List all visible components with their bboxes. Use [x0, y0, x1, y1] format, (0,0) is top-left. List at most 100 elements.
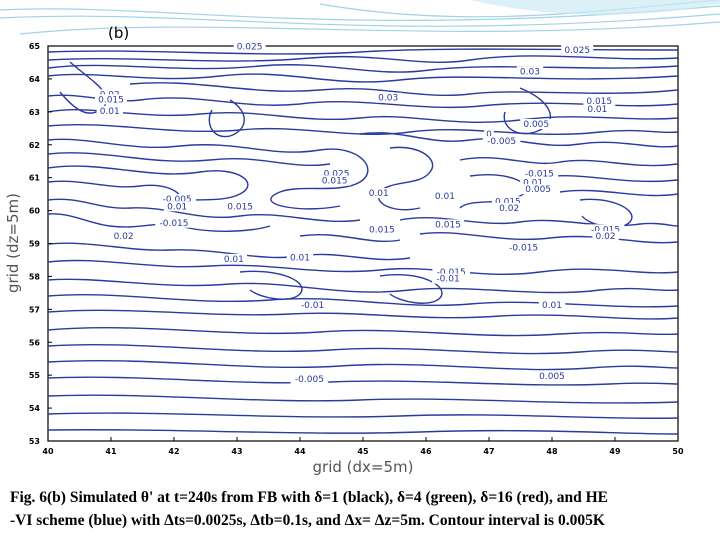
contour-value-label: 0.015 [322, 177, 348, 187]
x-tick-label: 42 [168, 447, 179, 456]
contour-line [48, 198, 361, 223]
x-tick-label: 48 [546, 447, 558, 456]
contour-line [48, 73, 678, 83]
contour-value-label: -0.01 [301, 301, 324, 311]
contour-label-bg [495, 202, 523, 213]
contour-value-label: 0 [486, 130, 492, 140]
contour-value-label: 0.03 [520, 67, 540, 77]
contour-label-bg [365, 224, 398, 235]
y-tick-label: 65 [29, 42, 41, 51]
contour-value-label: 0.01 [542, 301, 562, 311]
y-tick-label: 57 [29, 305, 40, 314]
x-tick-label: 45 [357, 447, 369, 456]
contour-value-label: 0.01 [587, 105, 607, 115]
decor-wave [470, 0, 720, 15]
contour-value-label: 0.01 [100, 107, 120, 117]
contour-value-label: 0.005 [539, 372, 565, 382]
contour-line [48, 109, 678, 123]
contour-label-bg [538, 300, 566, 311]
contour-line [48, 359, 678, 371]
contour-line [48, 152, 331, 167]
contour-value-label: -0.015 [525, 169, 554, 179]
contour-label-bg [158, 194, 196, 205]
contour-value-label: 0.03 [378, 94, 398, 104]
contour-label-bg [318, 175, 351, 186]
contour-line [377, 146, 434, 211]
contour-label-bg [586, 224, 625, 235]
decor-swoosh [0, 5, 720, 21]
contour-line [48, 327, 678, 337]
contour-line [48, 138, 369, 210]
contour-line [48, 309, 678, 320]
x-tick-label: 50 [672, 447, 684, 456]
y-tick-label: 62 [29, 141, 40, 150]
contour-label-bg [431, 190, 459, 201]
caption-line-2: -VI scheme (blue) with Δts=0.0025s, Δtb=… [10, 512, 605, 529]
contour-line [48, 394, 678, 404]
contour-value-label: 0.025 [564, 46, 590, 56]
contour-label-bg [95, 94, 127, 105]
contour-value-label: 0.015 [98, 95, 124, 105]
y-tick-label: 61 [29, 174, 41, 183]
contour-label-bg [519, 177, 547, 188]
contour-line [459, 174, 528, 209]
contour-label-bg [290, 374, 329, 385]
y-axis-label: grid (dz=5m) [4, 193, 22, 293]
contour-value-label: 0.01 [369, 189, 389, 199]
contour-label-bg [432, 267, 470, 278]
contour-value-label: -0.015 [591, 225, 620, 235]
contour-value-label: 0.02 [499, 204, 519, 214]
contour-label-bg [522, 184, 555, 195]
caption-line-1: Fig. 6(b) Simulated θ' at t=240s from FB… [10, 489, 608, 506]
x-tick-label: 47 [483, 447, 494, 456]
contour-value-label: 0.025 [324, 169, 350, 179]
contour-label-bg [155, 217, 193, 228]
contour-value-label: 0.02 [114, 232, 134, 242]
contour-label-bg [520, 168, 559, 179]
y-tick-label: 55 [29, 371, 41, 380]
contour-value-label: 0.01 [435, 192, 455, 202]
y-tick-label: 64 [29, 75, 41, 84]
contour-line [48, 412, 678, 420]
contour-value-label: -0.015 [509, 243, 538, 253]
contour-label-bg [484, 128, 494, 139]
contour-value-label: -0.005 [487, 137, 516, 147]
x-tick-label: 49 [609, 447, 621, 456]
contour-value-label: -0.01 [436, 275, 459, 285]
contour-value-label: 0.015 [586, 97, 612, 107]
contour-value-label: -0.015 [159, 219, 188, 229]
contour-value-label: 0.025 [237, 43, 263, 53]
y-tick-label: 56 [29, 338, 41, 347]
x-tick-label: 43 [231, 447, 242, 456]
contour-label-bg [296, 300, 329, 311]
contour-line [48, 343, 678, 355]
contour-label-bg [365, 188, 392, 199]
decor-swoosh [19, 21, 720, 35]
contour-value-label: 0.015 [435, 220, 461, 230]
contour-value-label: 0.005 [523, 120, 549, 130]
contour-value-label: 0.015 [495, 197, 521, 207]
contour-value-label: 0.01 [224, 255, 244, 265]
contour-value-label: -0.005 [295, 375, 324, 385]
contour-line [48, 55, 678, 63]
contour-line [48, 165, 249, 205]
contour-label-bg [561, 44, 594, 55]
decor-swoosh [0, 13, 720, 27]
x-tick-label: 41 [105, 447, 117, 456]
contour-label-bg [583, 95, 616, 106]
contour-label-bg [320, 168, 353, 179]
contour-label-bg [482, 136, 521, 147]
contour-line [459, 157, 678, 167]
y-tick-label: 59 [29, 240, 41, 249]
y-tick-label: 54 [29, 404, 41, 413]
y-tick-label: 53 [29, 437, 40, 446]
contour-value-label: 0.005 [525, 185, 551, 195]
contour-line [503, 87, 552, 135]
contour-line [579, 198, 633, 228]
contour-label-bg [432, 219, 465, 230]
x-tick-label: 46 [420, 447, 432, 456]
contour-chart: 0.0250.0250.030.020.0150.010.030.0150.01… [4, 41, 684, 476]
contour-label-bg [536, 370, 568, 381]
contour-line [239, 270, 303, 300]
contour-label-bg [163, 201, 191, 212]
